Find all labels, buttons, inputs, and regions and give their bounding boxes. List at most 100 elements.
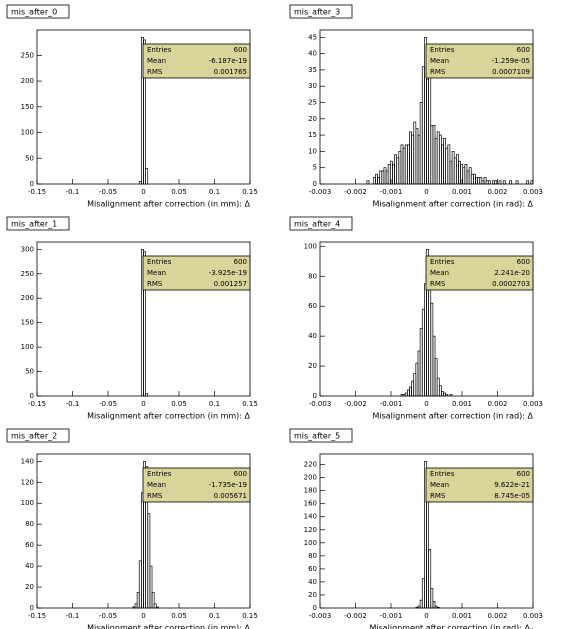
y-tick-label: 50 xyxy=(25,154,34,162)
stats-label: Mean xyxy=(430,57,449,65)
stats-value: 0.005671 xyxy=(214,492,247,500)
x-tick-label: 0.05 xyxy=(171,188,187,196)
y-tick-label: 20 xyxy=(308,591,317,599)
x-tick-label: 0.003 xyxy=(523,400,543,408)
y-tick-label: 10 xyxy=(308,147,317,155)
y-tick-label: 45 xyxy=(308,33,317,41)
y-tick-label: 140 xyxy=(21,457,34,465)
x-tick-label: -0.002 xyxy=(344,400,367,408)
y-tick-label: 0 xyxy=(30,392,34,400)
y-tick-label: 30 xyxy=(308,82,317,90)
x-tick-label: -0.05 xyxy=(99,400,117,408)
y-tick-label: 40 xyxy=(308,332,317,340)
x-tick-label: 0 xyxy=(141,188,145,196)
bar xyxy=(487,180,491,185)
bar xyxy=(430,588,434,609)
x-tick-label: -0.15 xyxy=(28,188,46,196)
x-tick-label: 0.003 xyxy=(523,188,543,196)
y-tick-label: 100 xyxy=(304,539,317,547)
stats-value: 600 xyxy=(517,470,530,478)
x-tick-label: 0.002 xyxy=(487,612,507,620)
x-tick-label: -0.002 xyxy=(344,612,367,620)
x-axis-label: Misalignment after correction (in mm): Δ xyxy=(87,624,250,629)
y-tick-label: 220 xyxy=(304,461,317,469)
x-tick-label: -0.001 xyxy=(380,400,403,408)
y-tick-label: 250 xyxy=(21,270,34,278)
stats-value: -3.925e-19 xyxy=(209,269,247,277)
x-tick-label: 0.001 xyxy=(452,188,472,196)
y-tick-label: 60 xyxy=(308,302,317,310)
bar xyxy=(494,180,498,185)
stats-value: 9.622e-21 xyxy=(494,481,530,489)
x-tick-label: -0.15 xyxy=(28,612,46,620)
bar xyxy=(366,180,370,185)
title-box xyxy=(289,216,353,231)
title-box xyxy=(6,216,70,231)
stats-value: 0.0007109 xyxy=(492,68,530,76)
histogram-panel: 0 50 100 150 200 250 -0.15 -0.1 -0.05 0 0.05 0.1 0.1… xyxy=(6,4,258,209)
y-tick-label: 150 xyxy=(21,103,34,111)
stats-value: 2.241e-20 xyxy=(494,269,530,277)
x-tick-label: 0.002 xyxy=(487,400,507,408)
y-tick-label: 0 xyxy=(313,392,317,400)
stats-label: RMS xyxy=(147,280,163,288)
x-tick-label: 0 xyxy=(424,188,428,196)
y-tick-label: 35 xyxy=(308,66,317,74)
stats-label: Mean xyxy=(430,481,449,489)
stats-label: Mean xyxy=(147,269,166,277)
y-tick-label: 120 xyxy=(21,478,34,486)
x-tick-label: -0.1 xyxy=(66,612,80,620)
x-tick-label: 0 xyxy=(141,400,145,408)
stats-label: RMS xyxy=(430,492,446,500)
panel-title: mis_after_4 xyxy=(294,220,340,229)
y-tick-label: 20 xyxy=(25,583,34,591)
y-tick-label: 20 xyxy=(308,115,317,123)
histogram-panel: 0 20 40 60 80 100 120 140 -0.15 -0.1 -0.05 0 0.05 0.1… xyxy=(6,428,258,629)
y-tick-label: 250 xyxy=(21,51,34,59)
bar xyxy=(143,39,146,185)
x-tick-label: -0.003 xyxy=(309,188,332,196)
histogram-panel: 0 20 40 60 80 100 -0.003 -0.002 -0.001 0 0.001 0.00… xyxy=(289,216,543,421)
y-tick-label: 200 xyxy=(21,294,34,302)
bar xyxy=(147,513,151,609)
y-tick-label: 60 xyxy=(308,565,317,573)
stats-label: Entries xyxy=(147,258,172,266)
y-tick-label: 0 xyxy=(30,604,34,612)
stats-value: 0.001765 xyxy=(214,68,247,76)
bar xyxy=(155,606,159,609)
title-box xyxy=(6,4,70,19)
y-tick-label: 100 xyxy=(21,499,34,507)
stats-label: RMS xyxy=(430,68,446,76)
bar xyxy=(428,548,432,609)
bar xyxy=(515,180,519,185)
x-tick-label: 0.05 xyxy=(171,400,187,408)
y-tick-label: 120 xyxy=(304,526,317,534)
x-axis-label: Misalignment after correction (in rad): … xyxy=(372,412,533,421)
stats-label: RMS xyxy=(147,492,163,500)
y-tick-label: 25 xyxy=(308,99,317,107)
bar xyxy=(509,180,513,185)
histogram-panel: 0 20 40 60 80 100 120 140 160 180 200 220 -0.003 -0.0… xyxy=(289,428,543,629)
x-tick-label: 0.1 xyxy=(209,188,220,196)
histogram-panel: 0 5 10 15 20 25 30 35 40 45 -0.003 -0.002 -0.001 0 0.0… xyxy=(289,4,543,209)
bar xyxy=(149,565,153,609)
histogram-panel: 0 50 100 150 200 250 300 -0.15 -0.1 -0.05 0 0.05 0.1… xyxy=(6,216,258,421)
x-tick-label: -0.003 xyxy=(309,612,332,620)
x-tick-label: 0.05 xyxy=(171,612,187,620)
x-tick-label: -0.002 xyxy=(344,188,367,196)
y-tick-label: 140 xyxy=(304,513,317,521)
y-tick-label: 50 xyxy=(25,368,34,376)
y-tick-label: 160 xyxy=(304,500,317,508)
stats-label: Entries xyxy=(430,46,455,54)
panel-title: mis_after_3 xyxy=(294,8,340,17)
x-tick-label: -0.05 xyxy=(99,188,117,196)
y-tick-label: 200 xyxy=(21,77,34,85)
y-tick-label: 180 xyxy=(304,487,317,495)
bar xyxy=(151,591,155,609)
bar xyxy=(145,168,149,185)
stats-label: RMS xyxy=(430,280,446,288)
x-tick-label: -0.1 xyxy=(66,188,80,196)
stats-box xyxy=(425,255,534,291)
y-tick-label: 100 xyxy=(21,343,34,351)
stats-value: 8.745e-05 xyxy=(494,492,530,500)
